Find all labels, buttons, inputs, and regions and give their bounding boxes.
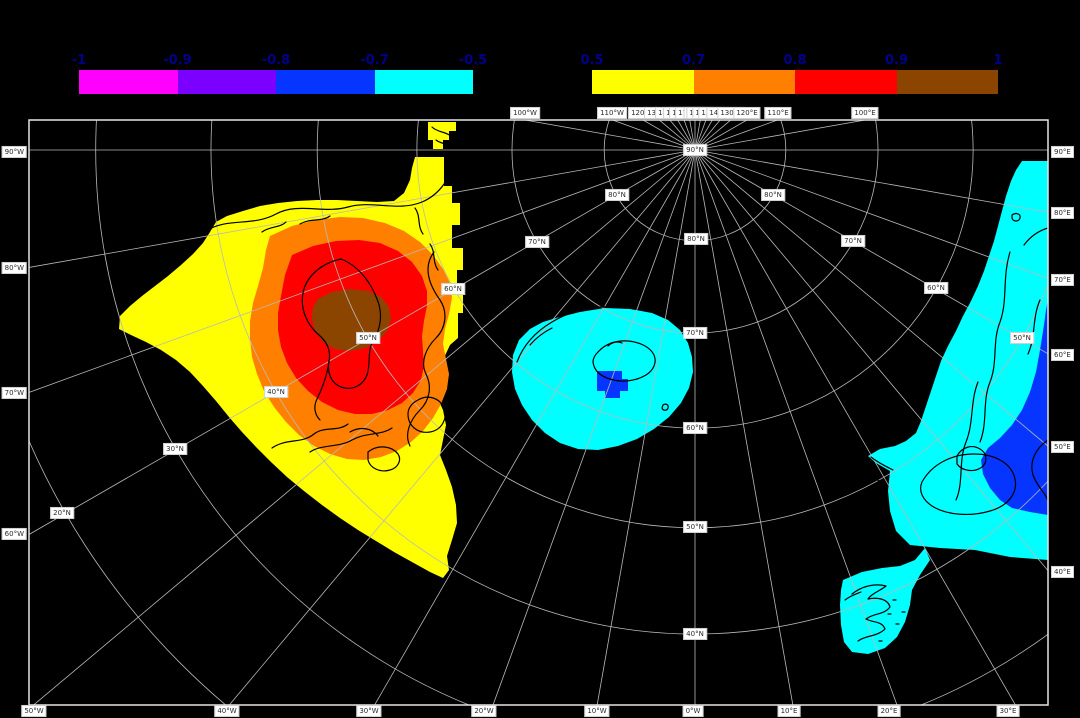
coastline	[1031, 439, 1048, 502]
negative-colorbar-tick: -0.8	[261, 53, 291, 68]
coastline	[349, 427, 401, 472]
negative-colorbar-segment-0	[79, 70, 178, 94]
coastline	[920, 453, 1017, 516]
coastline	[309, 427, 393, 453]
coastline	[956, 446, 987, 472]
coastline	[844, 584, 891, 642]
coastline	[407, 396, 446, 433]
arctic-detached-positive-patch	[428, 122, 456, 149]
meridian	[694, 149, 1048, 355]
meridian	[694, 149, 1048, 279]
meridian	[694, 149, 1048, 572]
coastline	[407, 251, 446, 447]
meridian	[374, 149, 696, 705]
meridian	[492, 149, 696, 705]
coastline	[878, 599, 906, 642]
coastline	[261, 207, 439, 271]
negative-colorbar-segment-2	[276, 70, 375, 94]
coastline	[866, 456, 894, 487]
positive-colorbar-segment-1	[693, 70, 795, 94]
positive-colorbar: 0.5 0.7 0.8 0.9 1	[580, 53, 1003, 94]
positive-colorbar-segment-0	[592, 70, 694, 94]
positive-colorbar-tick: 0.7	[681, 53, 706, 68]
meridian	[694, 149, 1048, 213]
positive-colorbar-tick: 0.8	[783, 53, 807, 68]
meridian	[694, 149, 898, 705]
positive-colorbar-tick: 0.5	[580, 53, 604, 68]
coastline	[516, 306, 613, 363]
coastlines	[205, 126, 1048, 642]
positive-colorbar-tick: 0.9	[884, 53, 909, 68]
meridian	[228, 149, 696, 705]
caspian-negative-0.7-0.8	[981, 300, 1048, 515]
negative-colorbar-segment-3	[374, 70, 473, 94]
meridian	[694, 120, 868, 151]
map-frame	[28, 119, 1049, 706]
meridian	[694, 149, 794, 705]
negative-colorbar: -1 -0.9 -0.8 -0.7 -0.5	[72, 53, 487, 94]
meridian	[694, 149, 1016, 705]
negative-colorbar-tick: -1	[71, 53, 87, 68]
positive-colorbar-tick: 1	[993, 53, 1003, 68]
positive-colorbar-segment-3	[896, 70, 998, 94]
meridian	[29, 149, 696, 268]
meridian	[29, 149, 696, 393]
negative-colorbar-tick: -0.9	[163, 53, 192, 68]
coastline	[592, 340, 656, 382]
meridian	[522, 120, 696, 151]
meridian	[694, 149, 1048, 447]
coastline	[1011, 212, 1021, 222]
coastline	[1023, 227, 1048, 246]
iceland-negative-core-0.7-0.8	[597, 371, 628, 398]
negative-colorbar-tick: -0.5	[458, 53, 488, 68]
coastline	[431, 126, 453, 148]
negative-colorbar-tick: -0.7	[360, 53, 389, 68]
coastline	[314, 360, 330, 421]
coastline	[205, 183, 445, 232]
coastline	[301, 258, 382, 389]
meridian	[596, 149, 696, 705]
meridian	[32, 149, 696, 705]
negative-colorbar-segment-1	[177, 70, 276, 94]
coastline	[955, 251, 1041, 501]
coastline	[661, 403, 669, 411]
positive-colorbar-segment-2	[795, 70, 897, 94]
coastline	[271, 423, 349, 449]
